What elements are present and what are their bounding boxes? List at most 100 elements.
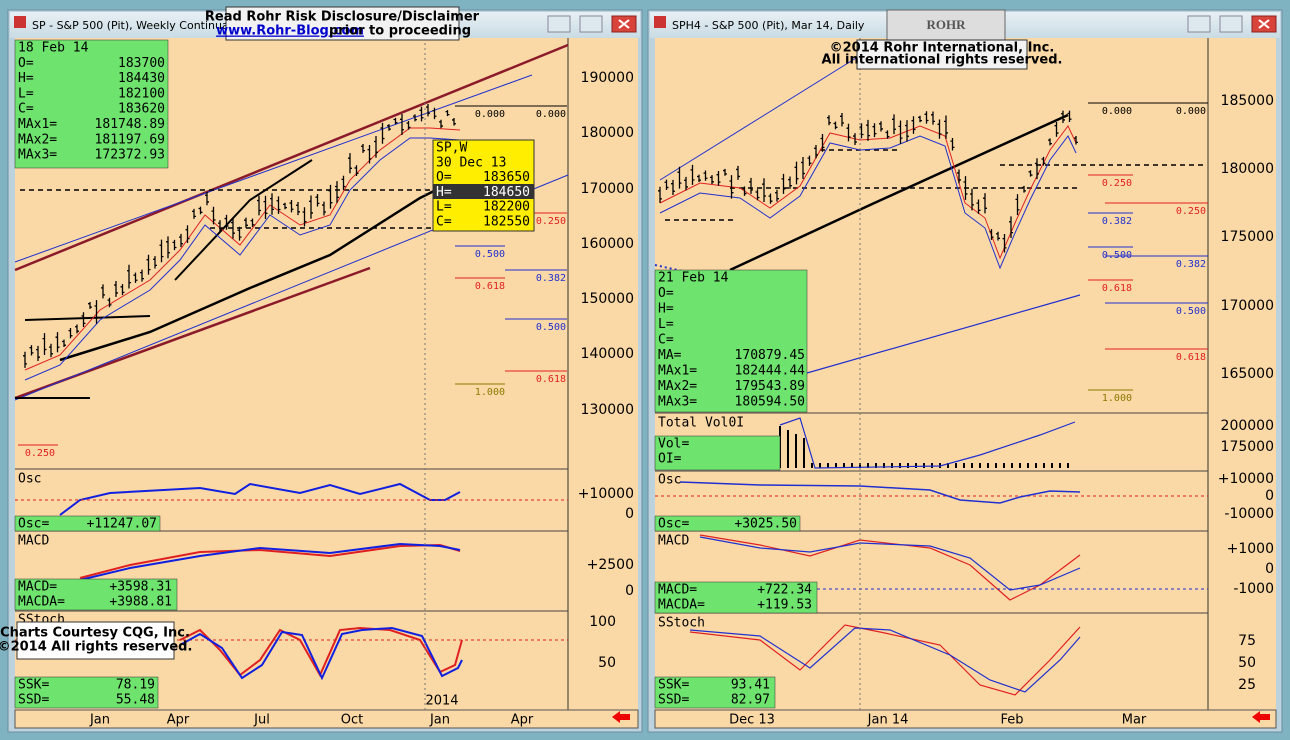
info-label: Vol=	[658, 437, 689, 452]
curve	[659, 135, 1077, 270]
info-label: C=	[18, 102, 34, 117]
tooltip-label: 30 Dec 13	[436, 155, 506, 170]
info-label: SSD=	[658, 693, 689, 708]
fib-label: 0.618	[1176, 352, 1206, 363]
info-label: Osc=	[658, 517, 689, 532]
window-title: SPH4 - S&P 500 (Pit), Mar 14, Daily	[672, 19, 865, 32]
tooltip-label: SP,W	[436, 141, 467, 156]
info-label: MAx2=	[18, 132, 57, 147]
fib-label: 0.618	[1102, 283, 1132, 294]
credit: Charts Courtesy CQG, Inc. ©2014 All righ…	[0, 621, 192, 660]
fib-label: 0.500	[1176, 306, 1206, 317]
fib-label: 0.618	[475, 281, 505, 292]
info-box	[654, 515, 801, 532]
info-label: O=	[18, 56, 34, 71]
info-value: 170879.45	[735, 348, 805, 363]
curve	[174, 159, 313, 281]
panel-label: MACD	[18, 534, 49, 549]
x-tick-label: Feb	[1000, 713, 1023, 728]
minimize[interactable]	[547, 15, 571, 33]
y-tick-label: 0	[625, 506, 634, 522]
fib-label: 0.000	[475, 109, 505, 120]
maximize[interactable]	[579, 15, 603, 33]
copyright: All international rights reserved.	[822, 53, 1063, 68]
curve	[14, 74, 533, 263]
x-tick-label: Dec 13	[729, 713, 775, 728]
y-tick-label: 170000	[581, 181, 634, 197]
y-tick-label: -10000	[1224, 506, 1274, 522]
info-box	[654, 581, 818, 614]
info-label: MA=	[658, 348, 682, 363]
info-value: 181197.69	[95, 132, 165, 147]
info-label: H=	[18, 71, 34, 86]
curve	[659, 125, 1077, 260]
curve	[799, 294, 1081, 376]
x-tick-label: Apr	[511, 713, 534, 728]
year-label: 2014	[425, 694, 458, 709]
minimize[interactable]	[1187, 15, 1211, 33]
y-tick-label: 150000	[581, 291, 634, 307]
info-label: MAx3=	[658, 395, 697, 410]
y-tick-label: 180000	[581, 125, 634, 141]
info-label: MAx1=	[658, 364, 697, 379]
info-label: Osc=	[18, 517, 49, 532]
info-value: 55.48	[116, 693, 155, 708]
info-label: MACDA=	[658, 598, 705, 613]
curve	[14, 43, 569, 272]
fib-label: 0.618	[536, 374, 566, 385]
panel-label: Osc	[18, 472, 41, 487]
info-label: MACD=	[658, 583, 697, 598]
y-tick-label: -1000	[1233, 581, 1274, 597]
fib-label: 0.382	[1102, 216, 1132, 227]
y-tick-label: 75	[1238, 633, 1256, 649]
maximize[interactable]	[1219, 15, 1243, 33]
info-value: 180594.50	[735, 395, 805, 410]
y-tick-label: 100	[589, 614, 616, 630]
copyright: ©2014 Rohr International, Inc.	[830, 41, 1055, 56]
info-value: +3025.50	[734, 517, 797, 532]
curve	[659, 39, 886, 181]
curve	[679, 481, 1081, 504]
info-label: MAx2=	[658, 379, 697, 394]
fib-label: 0.500	[1102, 250, 1132, 261]
info-label: SSD=	[18, 693, 49, 708]
y-tick-label: 170000	[1221, 298, 1274, 314]
y-tick-label: 140000	[581, 346, 634, 362]
curve	[729, 113, 1069, 272]
fib-label: 0.000	[536, 109, 566, 120]
fib-label: 1.000	[1102, 393, 1132, 404]
info-label: 21 Feb 14	[658, 271, 729, 286]
y-tick-label: 50	[1238, 655, 1256, 671]
info-label: SSK=	[18, 678, 49, 693]
info-label: MAx3=	[18, 148, 57, 163]
fib-label: 0.000	[1176, 106, 1206, 117]
tooltip-value: 182200	[483, 200, 530, 215]
y-tick-label: 165000	[1221, 366, 1274, 382]
fib-label: 0.000	[1102, 106, 1132, 117]
logo-text: ROHR	[927, 17, 967, 32]
panel-label: MACD	[658, 534, 689, 549]
curve	[79, 542, 461, 581]
curve	[179, 626, 463, 681]
fib-label: 0.250	[1176, 206, 1206, 217]
disclaimer-link[interactable]: www.Rohr-Blog.com	[216, 24, 364, 39]
info-label: L=	[18, 86, 34, 101]
info-box	[14, 578, 178, 611]
fib-label: 0.250	[25, 448, 55, 459]
tooltip-label: H=	[436, 185, 452, 200]
x-tick-label: Jan 14	[867, 713, 909, 728]
info-box	[14, 515, 161, 532]
fib-label: 0.500	[475, 249, 505, 260]
info-value: +3598.31	[109, 580, 172, 595]
y-tick-label: +2500	[587, 557, 634, 573]
curve	[779, 417, 1076, 469]
curve	[24, 315, 151, 321]
y-tick-label: 175000	[1221, 439, 1274, 455]
y-tick-label: 0	[1265, 561, 1274, 577]
info-value: 183620	[118, 102, 165, 117]
tooltip-value: 183650	[483, 170, 530, 185]
y-tick-label: 190000	[581, 70, 634, 86]
